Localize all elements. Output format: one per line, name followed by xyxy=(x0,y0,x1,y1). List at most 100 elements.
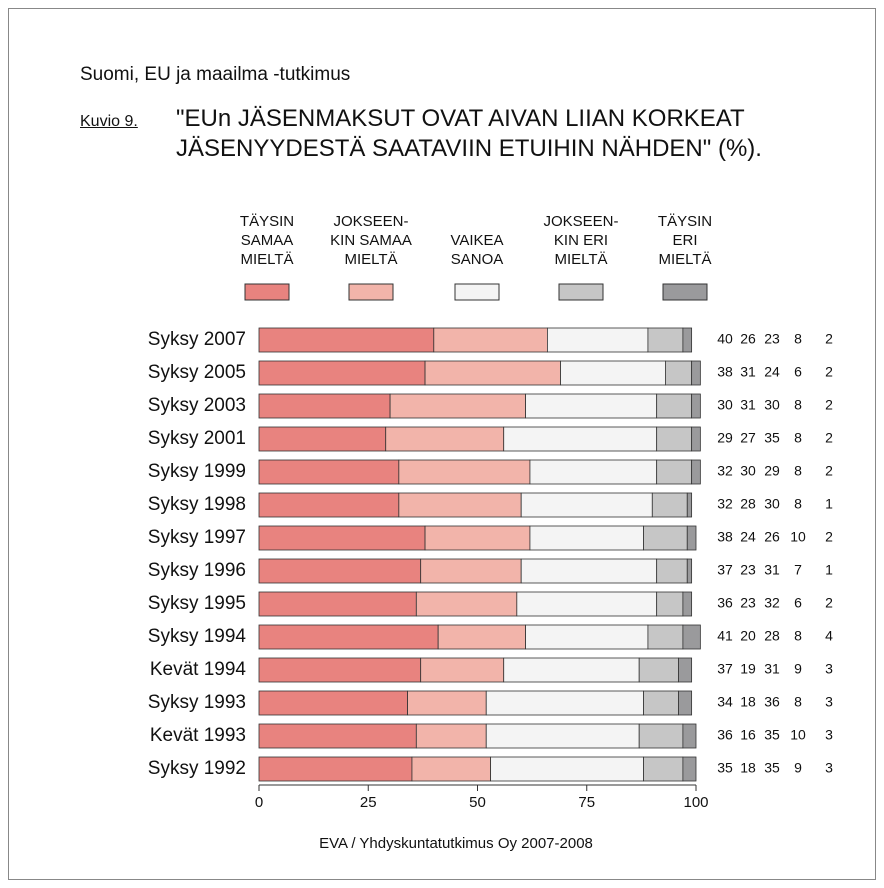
value-label: 6 xyxy=(794,595,802,611)
bar-segment xyxy=(258,723,417,749)
bar-segment xyxy=(258,426,387,452)
bar-segment xyxy=(529,459,658,485)
bar-segment xyxy=(433,327,548,353)
bar-segment xyxy=(638,657,679,683)
x-tick-label: 25 xyxy=(360,794,377,811)
legend-label: JOKSEEN- KIN SAMAA MIELTÄ xyxy=(330,213,412,268)
bar-segment xyxy=(485,690,644,716)
bar-segment xyxy=(258,756,413,782)
value-label: 8 xyxy=(794,496,802,512)
bar-segment xyxy=(691,360,701,386)
value-label: 26 xyxy=(764,529,780,545)
value-label: 29 xyxy=(764,463,780,479)
bar-segment xyxy=(643,690,679,716)
value-label: 28 xyxy=(740,496,756,512)
value-label: 2 xyxy=(825,364,833,380)
bar-segment xyxy=(678,657,693,683)
legend-label: JOKSEEN- KIN ERI MIELTÄ xyxy=(543,213,619,268)
x-tick-label: 0 xyxy=(255,794,263,811)
value-label: 23 xyxy=(740,562,756,578)
value-label: 2 xyxy=(825,430,833,446)
bar-segment xyxy=(682,591,693,617)
bar-segment xyxy=(656,459,693,485)
value-label: 3 xyxy=(825,760,833,776)
bar-segment xyxy=(686,492,693,518)
bar-segment xyxy=(691,459,701,485)
value-label: 8 xyxy=(794,463,802,479)
bar-segment xyxy=(647,327,684,353)
value-label: 26 xyxy=(740,331,756,347)
bar-segment xyxy=(547,327,649,353)
bar-segment xyxy=(651,492,688,518)
value-label: 20 xyxy=(740,628,756,644)
value-label: 2 xyxy=(825,595,833,611)
bar-segment xyxy=(258,690,408,716)
bar-segment xyxy=(682,756,697,782)
value-label: 28 xyxy=(764,628,780,644)
value-label: 34 xyxy=(717,694,733,710)
value-label: 23 xyxy=(764,331,780,347)
value-label: 24 xyxy=(764,364,780,380)
value-label: 37 xyxy=(717,562,733,578)
value-label: 30 xyxy=(764,397,780,413)
y-tick-label: Syksy 1995 xyxy=(148,593,246,614)
value-label: 35 xyxy=(764,760,780,776)
source: EVA / Yhdyskuntatutkimus Oy 2007-2008 xyxy=(319,835,593,852)
value-label: 31 xyxy=(740,397,756,413)
bar-segment xyxy=(398,459,531,485)
y-tick-label: Kevät 1993 xyxy=(150,725,246,746)
value-label: 30 xyxy=(764,496,780,512)
bar-segment xyxy=(647,624,684,650)
value-label: 35 xyxy=(764,430,780,446)
y-tick-label: Syksy 1997 xyxy=(148,527,246,548)
value-label: 18 xyxy=(740,760,756,776)
value-label: 8 xyxy=(794,628,802,644)
legend-swatch xyxy=(454,283,500,301)
value-label: 31 xyxy=(764,562,780,578)
value-label: 24 xyxy=(740,529,756,545)
bar-segment xyxy=(656,591,684,617)
legend-label: TÄYSIN ERI MIELTÄ xyxy=(657,213,713,268)
value-label: 40 xyxy=(717,331,733,347)
value-label: 38 xyxy=(717,529,733,545)
bar-segment xyxy=(258,624,439,650)
legend-label: TÄYSIN SAMAA MIELTÄ xyxy=(239,213,295,268)
value-label: 19 xyxy=(740,661,756,677)
bar-segment xyxy=(485,723,640,749)
bar-segment xyxy=(643,525,688,551)
bar-segment xyxy=(490,756,644,782)
chart-title: "EUn JÄSENMAKSUT OVAT AIVAN LIIAN KORKEA… xyxy=(176,105,762,162)
value-label: 8 xyxy=(794,430,802,446)
bar-segment xyxy=(520,492,653,518)
x-tick-label: 50 xyxy=(469,794,486,811)
bar-segment xyxy=(656,426,693,452)
legend-swatch xyxy=(244,283,290,301)
value-label: 3 xyxy=(825,694,833,710)
bar-segment xyxy=(503,426,658,452)
legend-swatch xyxy=(558,283,604,301)
bar-segment xyxy=(385,426,505,452)
y-tick-label: Syksy 2003 xyxy=(148,395,246,416)
bar-segment xyxy=(258,591,417,617)
value-label: 31 xyxy=(740,364,756,380)
bar-segment xyxy=(525,624,649,650)
y-tick-label: Syksy 2005 xyxy=(148,362,246,383)
value-label: 8 xyxy=(794,331,802,347)
value-label: 2 xyxy=(825,331,833,347)
value-label: 36 xyxy=(717,595,733,611)
header: Suomi, EU ja maailma -tutkimus xyxy=(80,64,351,85)
bar-segment xyxy=(398,492,522,518)
bar-segment xyxy=(525,393,658,419)
frame xyxy=(8,8,876,880)
bar-segment xyxy=(686,558,693,584)
bar-segment xyxy=(682,723,697,749)
bar-segment xyxy=(389,393,526,419)
x-tick-label: 75 xyxy=(578,794,595,811)
y-tick-label: Syksy 2007 xyxy=(148,329,246,350)
value-label: 2 xyxy=(825,397,833,413)
bar-segment xyxy=(420,657,505,683)
bar-segment xyxy=(420,558,522,584)
bar-segment xyxy=(638,723,684,749)
bar-segment xyxy=(678,690,693,716)
